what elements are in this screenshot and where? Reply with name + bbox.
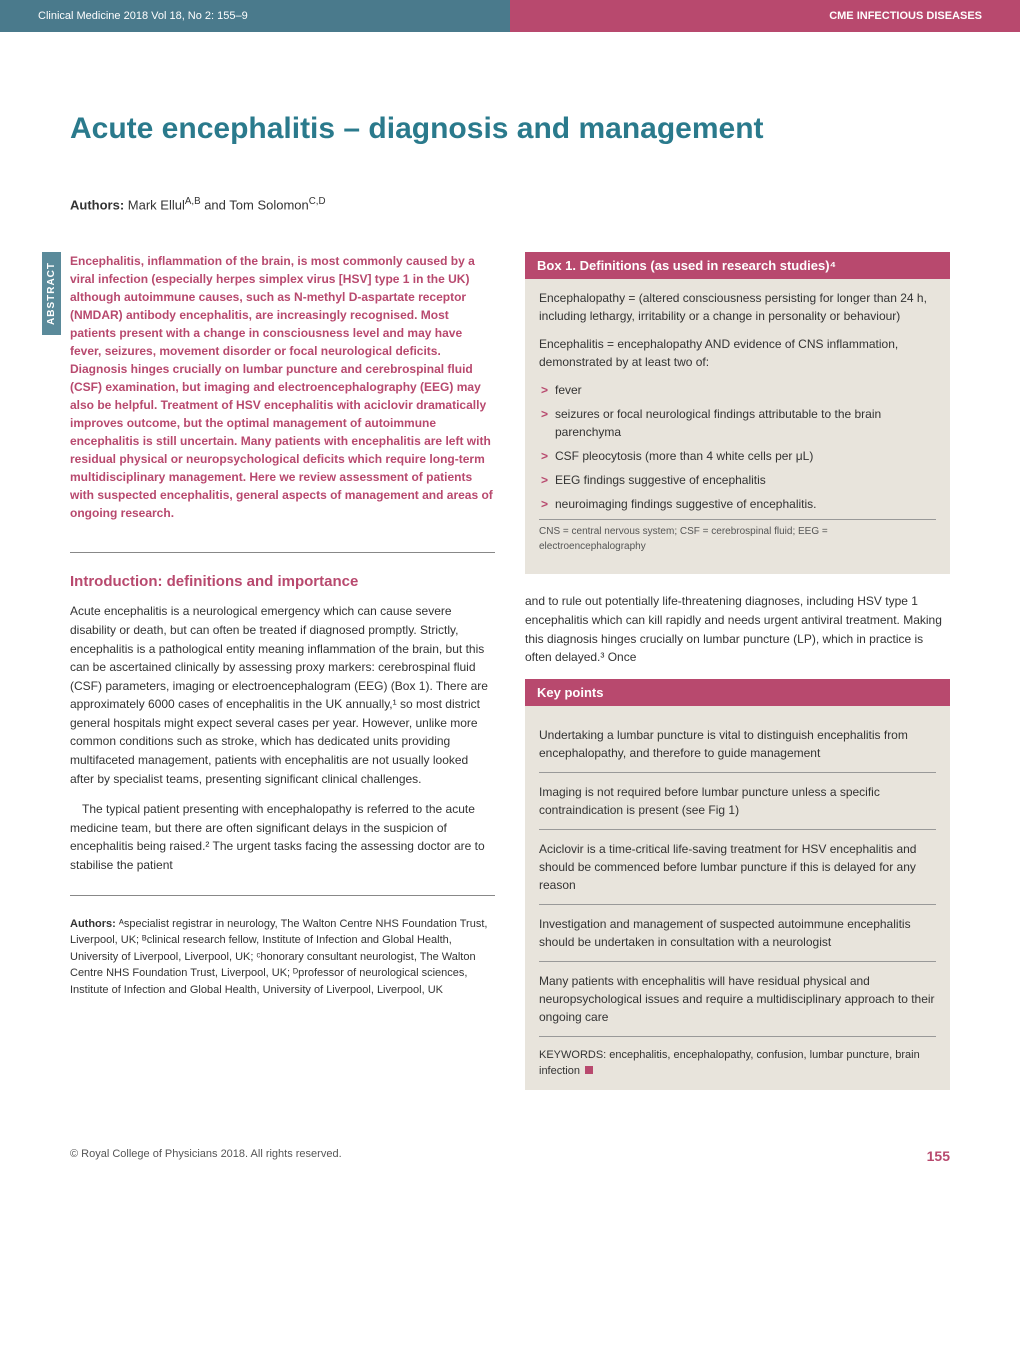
key-point: Undertaking a lumbar puncture is vital t…: [539, 716, 936, 773]
divider: [70, 552, 495, 553]
authors-line: Authors: Mark EllulA,B and Tom SolomonC,…: [70, 196, 950, 212]
left-column: ABSTRACT Encephalitis, inflammation of t…: [70, 252, 495, 1107]
key-point: Investigation and management of suspecte…: [539, 905, 936, 962]
authors-detail-text: ᴬspecialist registrar in neurology, The …: [70, 918, 487, 996]
key-point: Aciclovir is a time-critical life-saving…: [539, 830, 936, 905]
key-point: Imaging is not required before lumbar pu…: [539, 773, 936, 830]
abstract-text: Encephalitis, inflammation of the brain,…: [70, 252, 495, 522]
box-1-title: Box 1. Definitions (as used in research …: [525, 252, 950, 279]
page-footer: © Royal College of Physicians 2018. All …: [0, 1148, 1020, 1194]
page-content: Acute encephalitis – diagnosis and manag…: [0, 32, 1020, 1148]
box-1-p2: Encephalitis = encephalopathy AND eviden…: [539, 335, 936, 371]
intro-p1: Acute encephalitis is a neurological eme…: [70, 602, 495, 788]
section-label: CME INFECTIOUS DISEASES: [821, 10, 990, 22]
divider: [70, 895, 495, 896]
box-1-item: neuroimaging findings suggestive of ence…: [555, 495, 936, 513]
journal-header: Clinical Medicine 2018 Vol 18, No 2: 155…: [0, 0, 1020, 32]
box-1-list: fever seizures or focal neurological fin…: [539, 381, 936, 513]
box-1-item: EEG findings suggestive of encephalitis: [555, 471, 936, 489]
keywords-text: KEYWORDS: encephalitis, encephalopathy, …: [539, 1049, 920, 1078]
keywords: KEYWORDS: encephalitis, encephalopathy, …: [539, 1037, 936, 1080]
authors-detail: Authors: ᴬspecialist registrar in neurol…: [70, 916, 495, 999]
authors-detail-label: Authors:: [70, 918, 116, 930]
author-1: Mark Ellul: [128, 197, 185, 212]
key-point: Many patients with encephalitis will hav…: [539, 962, 936, 1037]
box-1-body: Encephalopathy = (altered consciousness …: [525, 279, 950, 574]
end-square-icon: [585, 1066, 593, 1074]
box-1-item: fever: [555, 381, 936, 399]
box-1: Box 1. Definitions (as used in research …: [525, 252, 950, 574]
article-title: Acute encephalitis – diagnosis and manag…: [70, 112, 950, 146]
two-column-layout: ABSTRACT Encephalitis, inflammation of t…: [70, 252, 950, 1107]
key-points-body: Undertaking a lumbar puncture is vital t…: [525, 706, 950, 1090]
box-1-p1: Encephalopathy = (altered consciousness …: [539, 289, 936, 325]
abstract-tab: ABSTRACT: [42, 252, 61, 335]
author-2: and Tom Solomon: [201, 197, 309, 212]
author-2-sup: C,D: [309, 196, 326, 207]
right-column: Box 1. Definitions (as used in research …: [525, 252, 950, 1107]
box-1-item: CSF pleocytosis (more than 4 white cells…: [555, 447, 936, 465]
right-body-text: and to rule out potentially life-threate…: [525, 592, 950, 666]
key-points-title: Key points: [525, 679, 950, 706]
journal-info: Clinical Medicine 2018 Vol 18, No 2: 155…: [30, 10, 256, 22]
intro-p2: The typical patient presenting with ence…: [70, 800, 495, 874]
intro-heading: Introduction: definitions and importance: [70, 573, 495, 590]
box-1-item: seizures or focal neurological findings …: [555, 405, 936, 441]
copyright: © Royal College of Physicians 2018. All …: [70, 1148, 342, 1164]
page-number: 155: [927, 1148, 950, 1164]
authors-label: Authors:: [70, 197, 124, 212]
author-1-sup: A,B: [185, 196, 201, 207]
box-1-caption: CNS = central nervous system; CSF = cere…: [539, 519, 936, 554]
key-points-box: Key points Undertaking a lumbar puncture…: [525, 679, 950, 1090]
